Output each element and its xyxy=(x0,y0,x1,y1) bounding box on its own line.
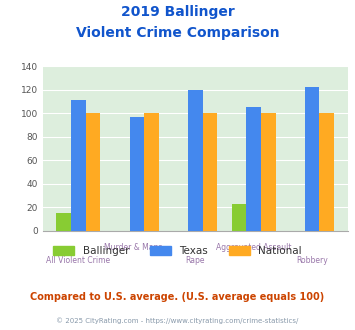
Text: Rape: Rape xyxy=(186,256,205,265)
Text: Robbery: Robbery xyxy=(296,256,328,265)
Bar xyxy=(86,113,100,231)
Legend: Ballinger, Texas, National: Ballinger, Texas, National xyxy=(49,242,306,260)
Bar xyxy=(232,204,246,231)
Bar xyxy=(71,100,86,231)
Text: All Violent Crime: All Violent Crime xyxy=(46,256,110,265)
Bar xyxy=(56,213,71,231)
Bar xyxy=(320,113,334,231)
Bar xyxy=(261,113,275,231)
Bar xyxy=(305,87,320,231)
Bar xyxy=(188,89,203,231)
Text: Murder & Mans...: Murder & Mans... xyxy=(104,243,170,252)
Text: Compared to U.S. average. (U.S. average equals 100): Compared to U.S. average. (U.S. average … xyxy=(31,292,324,302)
Text: 2019 Ballinger: 2019 Ballinger xyxy=(121,5,234,19)
Bar xyxy=(203,113,217,231)
Bar xyxy=(130,117,144,231)
Text: © 2025 CityRating.com - https://www.cityrating.com/crime-statistics/: © 2025 CityRating.com - https://www.city… xyxy=(56,317,299,324)
Bar xyxy=(144,113,159,231)
Bar xyxy=(246,107,261,231)
Text: Aggravated Assault: Aggravated Assault xyxy=(216,243,291,252)
Text: Violent Crime Comparison: Violent Crime Comparison xyxy=(76,26,279,40)
